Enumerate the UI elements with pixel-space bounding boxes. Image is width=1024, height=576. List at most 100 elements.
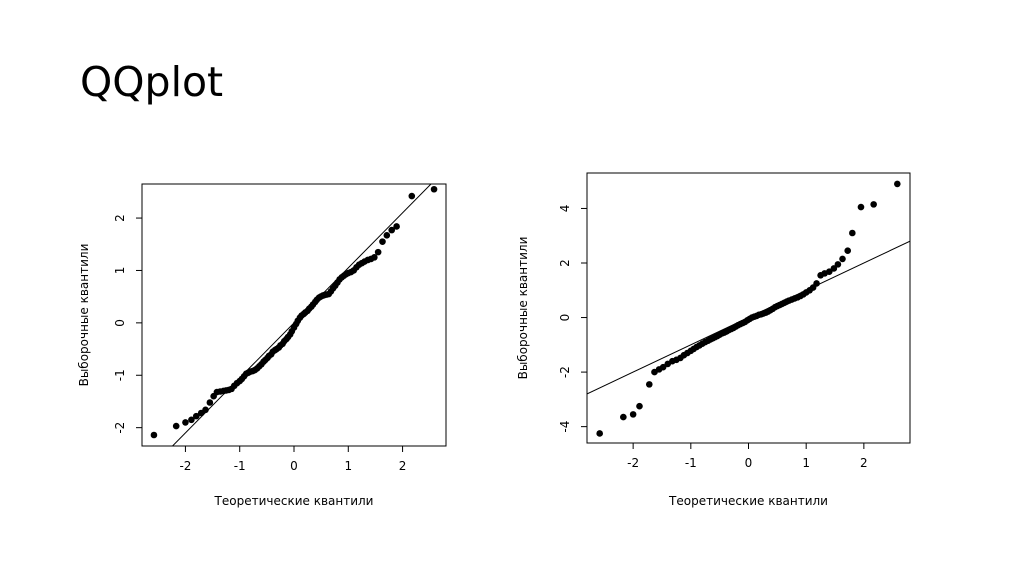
data-point xyxy=(321,291,328,299)
data-point xyxy=(367,255,375,263)
data-point xyxy=(210,392,217,400)
data-point xyxy=(334,279,341,286)
data-point xyxy=(277,342,284,349)
data-point xyxy=(350,267,358,274)
data-point xyxy=(645,381,653,388)
data-point xyxy=(834,261,842,268)
data-point xyxy=(216,388,224,395)
data-point xyxy=(739,319,747,327)
data-point xyxy=(636,402,643,410)
data-point xyxy=(783,298,790,306)
data-point xyxy=(393,223,400,230)
data-point xyxy=(659,363,667,371)
data-point xyxy=(311,298,319,306)
data-point xyxy=(294,317,302,325)
y-tick-label: -2 xyxy=(113,422,127,434)
data-point xyxy=(741,318,749,326)
data-point xyxy=(265,352,273,360)
data-point xyxy=(230,382,238,390)
data-point xyxy=(267,351,275,358)
data-point xyxy=(247,368,254,375)
data-point xyxy=(677,354,684,362)
data-point xyxy=(361,258,368,265)
data-point xyxy=(206,399,214,406)
data-point xyxy=(150,431,158,439)
x-axis-label: Теоретические квантили xyxy=(668,494,828,508)
y-axis-label: Выборочные квантили xyxy=(77,244,91,387)
data-point xyxy=(813,280,820,287)
data-point xyxy=(284,333,292,341)
data-point xyxy=(764,308,772,315)
y-tick-label: -2 xyxy=(558,366,572,378)
data-point xyxy=(236,377,244,385)
data-point xyxy=(192,412,200,420)
data-point xyxy=(737,320,744,328)
x-tick-label: -2 xyxy=(179,459,191,473)
x-axis-label: Теоретические квантили xyxy=(214,494,374,508)
data-point xyxy=(716,331,723,339)
data-point xyxy=(746,315,753,323)
data-point xyxy=(732,323,740,330)
data-point xyxy=(305,305,313,313)
data-point xyxy=(308,303,315,310)
data-point xyxy=(797,292,804,300)
data-point xyxy=(313,296,321,304)
y-tick-label: 1 xyxy=(113,267,127,275)
x-tick-label: -2 xyxy=(627,456,639,470)
data-point xyxy=(371,254,378,261)
data-point xyxy=(620,413,627,421)
data-point xyxy=(655,366,663,373)
data-point xyxy=(379,238,386,245)
data-point xyxy=(778,300,786,308)
data-point xyxy=(317,293,324,300)
x-tick-label: 0 xyxy=(290,459,298,473)
data-point xyxy=(228,385,235,393)
data-point xyxy=(280,337,288,345)
data-point xyxy=(769,305,777,313)
plot-frame xyxy=(141,183,447,447)
data-point xyxy=(687,347,695,355)
y-tick-label: -4 xyxy=(558,421,572,433)
data-point xyxy=(300,310,308,318)
data-point xyxy=(182,419,189,426)
y-tick-label: 4 xyxy=(558,205,572,213)
data-point xyxy=(269,348,277,355)
data-point xyxy=(383,232,391,239)
data-point xyxy=(245,369,252,376)
data-point xyxy=(776,301,783,309)
data-point xyxy=(870,201,877,208)
data-point xyxy=(755,311,763,319)
data-point xyxy=(261,356,269,364)
data-point xyxy=(338,273,346,281)
data-point xyxy=(844,247,852,255)
data-point xyxy=(709,334,717,342)
data-point xyxy=(240,373,248,380)
data-point xyxy=(785,297,793,304)
data-point xyxy=(794,294,801,301)
data-point xyxy=(220,387,227,395)
data-point xyxy=(344,269,352,277)
data-point xyxy=(693,343,700,351)
data-point xyxy=(802,289,810,296)
data-point xyxy=(771,303,779,311)
data-point xyxy=(714,332,721,340)
data-point xyxy=(767,306,774,314)
data-point xyxy=(730,324,737,332)
data-point xyxy=(296,314,304,321)
data-point xyxy=(253,365,261,372)
data-point xyxy=(340,272,348,280)
data-point xyxy=(596,430,603,437)
data-point xyxy=(806,286,813,294)
data-point xyxy=(315,294,323,302)
data-point xyxy=(696,342,703,349)
data-point xyxy=(720,329,728,336)
qq-reference-line xyxy=(587,240,910,395)
data-point xyxy=(222,387,230,394)
data-point xyxy=(329,284,337,292)
data-point xyxy=(774,302,781,310)
data-point xyxy=(364,256,372,264)
data-point xyxy=(839,255,846,263)
data-point xyxy=(750,313,758,321)
x-tick-label: 2 xyxy=(399,459,407,473)
data-point xyxy=(707,336,714,343)
